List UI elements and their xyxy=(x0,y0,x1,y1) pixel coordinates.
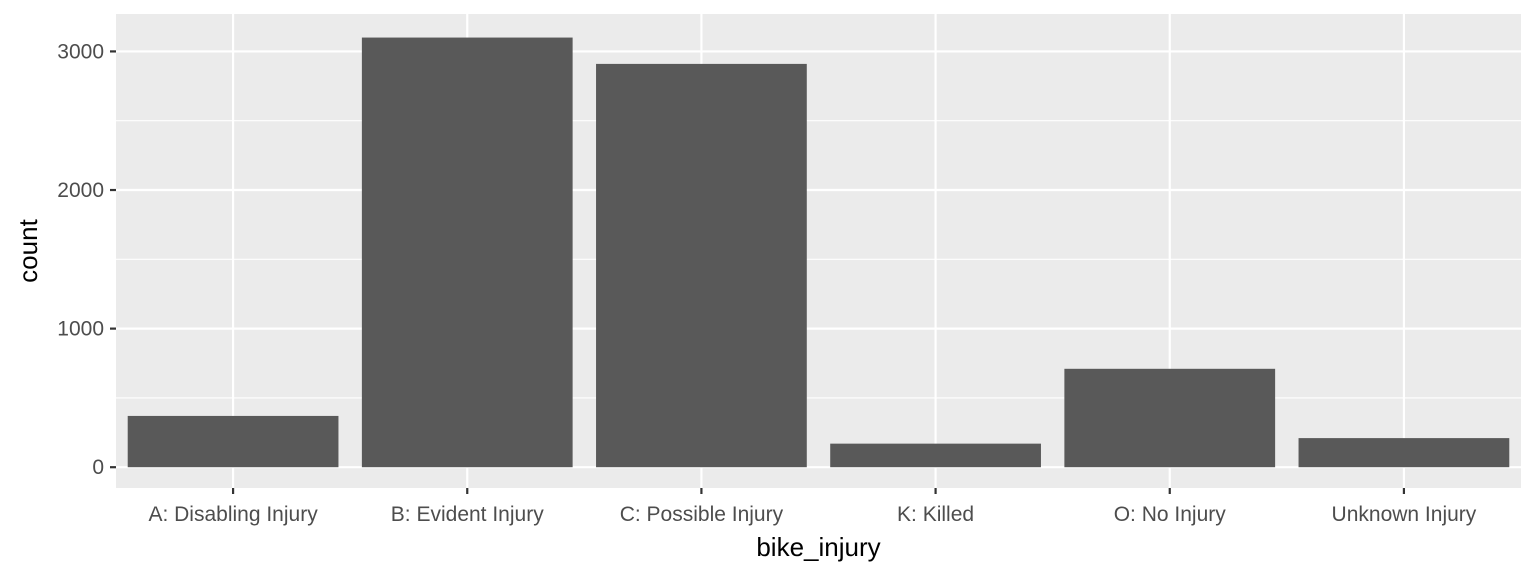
y-tick-label: 2000 xyxy=(57,179,104,202)
x-tick-label: A: Disabling Injury xyxy=(148,503,318,526)
y-tick-label: 3000 xyxy=(57,40,104,63)
bar xyxy=(1064,368,1276,468)
y-axis-title: count xyxy=(13,218,43,282)
bar xyxy=(361,37,573,468)
bar xyxy=(1298,438,1510,468)
y-tick-label: 1000 xyxy=(57,318,104,341)
bar xyxy=(830,443,1041,468)
x-axis: A: Disabling Injury B: Evident Injury C: P… xyxy=(148,488,1477,526)
bars xyxy=(127,37,1510,468)
plot-panel xyxy=(116,14,1521,488)
x-tick-label: C: Possible Injury xyxy=(620,503,784,526)
bar xyxy=(596,63,807,468)
x-axis-title: bike_injury xyxy=(756,532,880,562)
x-tick-label: B: Evident Injury xyxy=(391,503,544,526)
y-tick-label: 0 xyxy=(92,456,104,479)
x-tick-label: K: Killed xyxy=(897,503,974,526)
y-axis: 0 1000 2000 3000 xyxy=(57,40,116,479)
x-tick-label: O: No Injury xyxy=(1114,503,1227,526)
x-tick-label: Unknown Injury xyxy=(1332,503,1477,526)
bar xyxy=(127,415,339,468)
